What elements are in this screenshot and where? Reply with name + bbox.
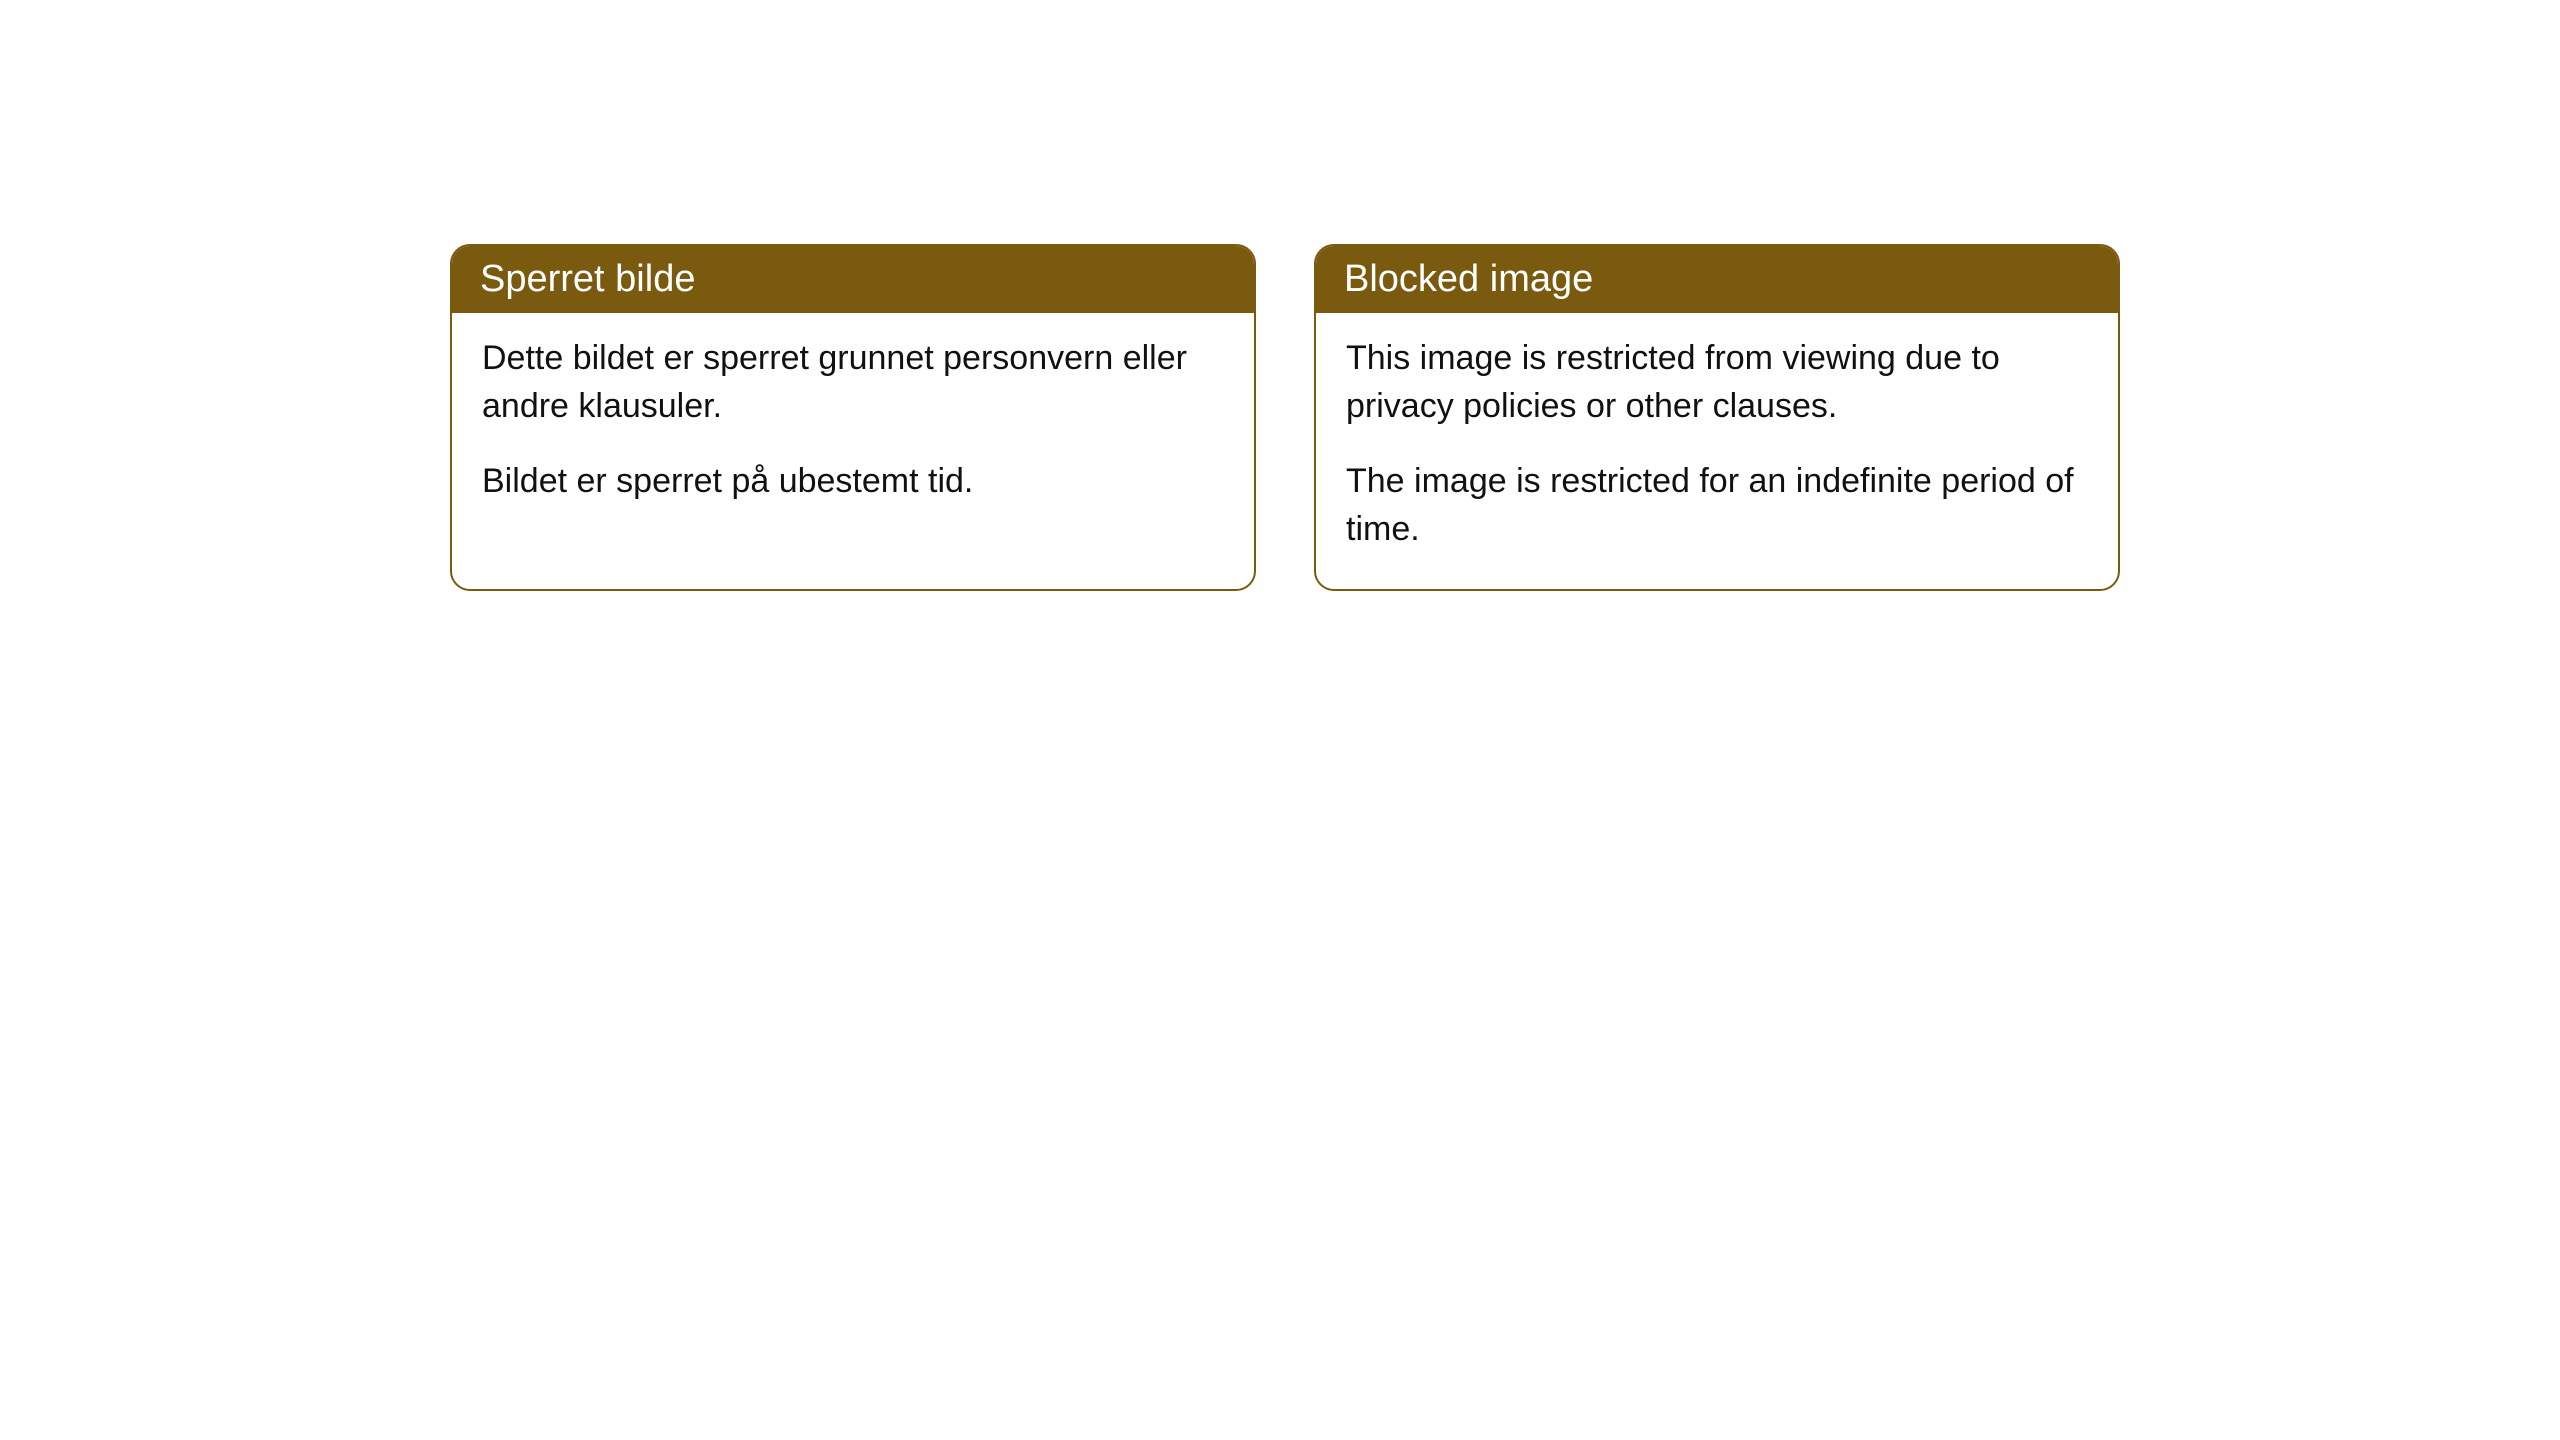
card-header-en: Blocked image <box>1316 246 2118 313</box>
card-text-en-2: The image is restricted for an indefinit… <box>1346 458 2088 553</box>
card-header-no: Sperret bilde <box>452 246 1254 313</box>
card-title-en: Blocked image <box>1344 258 1593 300</box>
card-text-no-2: Bildet er sperret på ubestemt tid. <box>482 458 1224 506</box>
card-text-no-1: Dette bildet er sperret grunnet personve… <box>482 335 1224 430</box>
card-body-no: Dette bildet er sperret grunnet personve… <box>452 313 1254 542</box>
card-body-en: This image is restricted from viewing du… <box>1316 313 2118 589</box>
card-text-en-1: This image is restricted from viewing du… <box>1346 335 2088 430</box>
blocked-image-card-no: Sperret bilde Dette bildet er sperret gr… <box>450 244 1256 591</box>
cards-container: Sperret bilde Dette bildet er sperret gr… <box>0 0 2560 591</box>
blocked-image-card-en: Blocked image This image is restricted f… <box>1314 244 2120 591</box>
card-title-no: Sperret bilde <box>480 258 695 300</box>
